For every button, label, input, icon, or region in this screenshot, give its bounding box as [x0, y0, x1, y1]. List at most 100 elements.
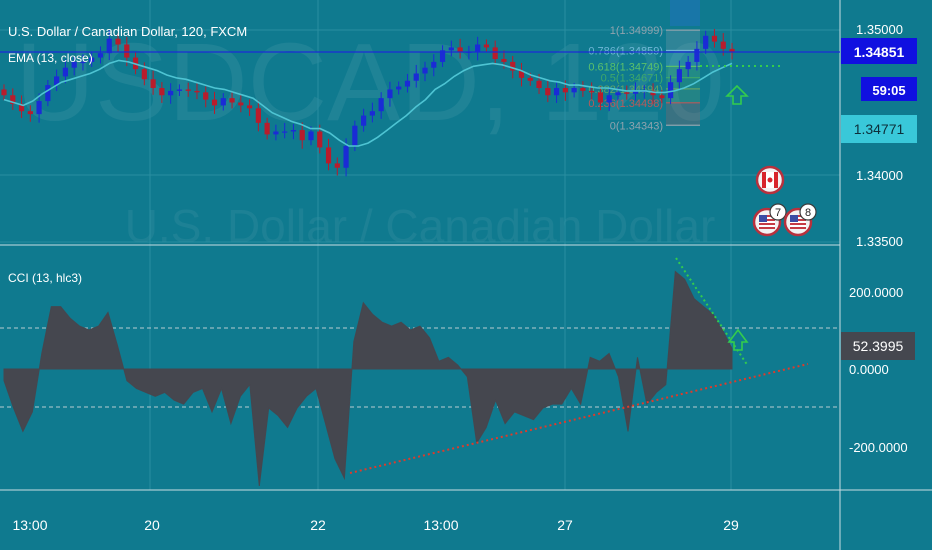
candle-body — [422, 67, 428, 74]
drawings[interactable] — [349, 65, 809, 474]
fib-zone — [666, 102, 700, 126]
arrow-up-icon[interactable] — [725, 84, 749, 105]
candle-body — [185, 89, 191, 91]
candle-body — [387, 89, 393, 99]
cci-trendline-red[interactable] — [349, 363, 809, 474]
candle-body — [106, 38, 112, 54]
candle-body — [632, 90, 639, 94]
fibonacci-retracement[interactable]: 1(1.34999)0.786(1.34859)0.618(1.34749)0.… — [588, 0, 700, 132]
canada-flag-icon[interactable] — [755, 165, 785, 195]
candle-body — [194, 90, 200, 93]
cci-trendline-green[interactable] — [675, 257, 749, 367]
event-count-badge[interactable]: 7 — [769, 203, 787, 221]
candle-body — [299, 130, 305, 141]
candle-body — [1, 89, 7, 96]
candle-body — [361, 115, 367, 126]
candle-body — [176, 89, 183, 91]
fib-level-label: 0.618(1.34749) — [588, 61, 663, 73]
time-axis-label: 27 — [557, 517, 573, 533]
candle-body — [71, 61, 77, 68]
candle-body — [501, 59, 507, 62]
candle-body — [545, 88, 551, 96]
candle-body — [54, 76, 60, 86]
arrow-up-icon[interactable] — [727, 328, 749, 351]
watermark-name: U.S. Dollar / Canadian Dollar — [125, 200, 716, 252]
candle-body — [264, 122, 270, 135]
candle-body — [220, 98, 226, 106]
candle-body — [676, 69, 682, 83]
candle-body — [668, 82, 674, 99]
cci-axis-label: 200.0000 — [849, 285, 903, 300]
event-badges[interactable]: 7 8 — [752, 165, 817, 237]
fib-zone — [666, 66, 700, 78]
watermark-symbol: USDCAD, 120 — [15, 21, 724, 144]
candle-body — [729, 48, 735, 52]
candle-body — [45, 85, 51, 102]
candle-body — [10, 95, 16, 104]
svg-text:1.34771: 1.34771 — [854, 121, 905, 137]
candle-body — [720, 41, 726, 49]
chart-title: U.S. Dollar / Canadian Dollar, 120, FXCM — [8, 24, 247, 39]
candle-body — [439, 50, 446, 62]
candle-body — [18, 103, 25, 112]
candle-body — [694, 48, 700, 62]
candle-body — [317, 131, 323, 148]
candle-body — [325, 147, 332, 164]
candles — [1, 28, 735, 177]
price-axis-label: 1.33500 — [856, 234, 903, 249]
candle-body — [483, 44, 490, 48]
candle-body — [308, 131, 314, 141]
ema-badge: 1.34771 — [841, 115, 917, 143]
time-axis-label: 22 — [310, 517, 326, 533]
candle-body — [597, 92, 604, 103]
time-axis-label: 13:00 — [423, 517, 458, 533]
candle-body — [290, 130, 297, 132]
time-axis[interactable]: 13:00 20 22 13:00 27 29 — [12, 517, 739, 533]
svg-text:7: 7 — [775, 207, 781, 219]
candle-body — [703, 35, 709, 49]
candle-body — [229, 98, 235, 103]
candle-body — [431, 61, 437, 68]
fib-zone — [666, 88, 700, 103]
candle-body — [352, 125, 358, 146]
cci-area — [3, 270, 733, 487]
candle-body — [404, 80, 411, 87]
candle-body — [624, 92, 630, 94]
candle-body — [396, 86, 402, 90]
svg-text:59:05: 59:05 — [872, 83, 905, 98]
candle-body — [650, 90, 656, 96]
candle-body — [159, 88, 165, 96]
candle-body — [36, 101, 42, 115]
price-axis-label: 1.35000 — [856, 22, 903, 37]
last-price-badge: 1.34851 — [841, 38, 917, 64]
svg-text:8: 8 — [805, 207, 811, 219]
fib-zone — [666, 50, 700, 67]
candle-body — [475, 44, 481, 52]
candle-body — [27, 111, 33, 115]
countdown-badge: 59:05 — [861, 77, 917, 101]
candle-body — [580, 88, 586, 91]
fib-level-label: 0.5(1.34671) — [601, 73, 663, 85]
candle-body — [246, 105, 253, 109]
candle-body — [527, 77, 533, 81]
candle-body — [510, 61, 516, 71]
price-pane[interactable]: 1(1.34999)0.786(1.34859)0.618(1.34749)0.… — [0, 0, 840, 177]
us-flag-icon[interactable] — [783, 207, 813, 237]
candle-body — [89, 57, 95, 62]
price-axis-label: 1.34000 — [856, 168, 903, 183]
candle-body — [659, 95, 665, 99]
time-axis-label: 20 — [144, 517, 160, 533]
price-axis[interactable]: 1.35000 1.34000 1.33500 200.0000 0.0000 … — [849, 22, 908, 455]
candle-body — [615, 92, 621, 96]
cci-pane[interactable] — [0, 270, 840, 487]
svg-text:52.3995: 52.3995 — [853, 338, 904, 354]
candle-body — [273, 131, 279, 135]
candle-body — [211, 99, 218, 106]
time-axis-label: 13:00 — [12, 517, 47, 533]
event-count-badge[interactable]: 8 — [799, 203, 817, 221]
candle-body — [115, 38, 121, 45]
candle-body — [492, 47, 498, 59]
candle-body — [80, 61, 86, 64]
